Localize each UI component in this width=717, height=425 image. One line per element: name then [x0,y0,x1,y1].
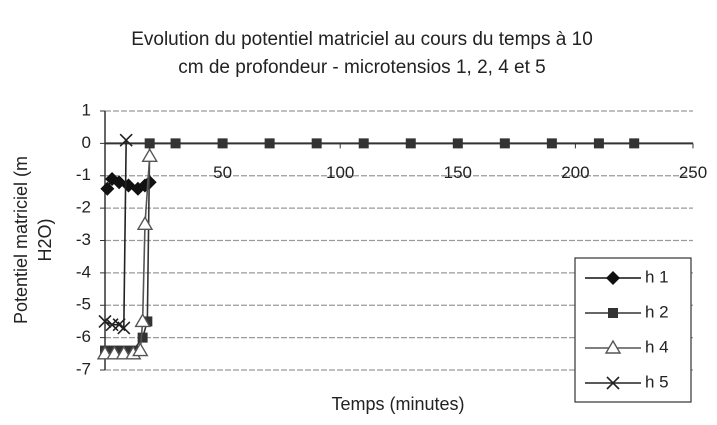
marker [499,138,510,149]
y-tick-label: -7 [76,359,91,378]
legend-box [574,257,692,403]
legend-label: h 5 [645,372,669,391]
y-tick-label: -5 [76,295,91,314]
plot [96,133,640,360]
marker [137,332,148,343]
y-axis-label-group: Potentiel matriciel (m H2O) [11,156,55,324]
x-axis-label: Temps (minutes) [331,394,464,414]
marker [144,138,155,149]
marker [117,321,131,335]
y-tick-label: -2 [76,198,91,217]
marker [170,138,181,149]
chart-title: Evolution du potentiel matriciel au cour… [131,29,593,50]
marker [604,339,622,354]
marker [98,314,112,329]
y-tick-label: -4 [76,262,91,281]
x-tick-label: 250 [679,163,707,182]
x-tick-label: 50 [213,163,232,182]
marker [606,376,620,390]
legend: h 1 h 2 h 4 h 5 [574,257,692,403]
legend-label: h 2 [645,302,669,321]
marker [608,308,618,318]
marker [134,313,151,328]
marker [136,215,154,231]
x-tick-label: 150 [444,163,472,182]
marker [452,138,463,149]
marker [311,138,322,149]
marker [100,181,115,196]
y-tick-label: -3 [76,230,91,249]
marker [629,138,640,149]
marker [119,133,133,147]
marker [358,138,369,149]
marker [264,138,275,149]
x-tick-label: 100 [326,163,354,182]
x-tick-label: 200 [561,163,589,182]
marker [132,342,149,357]
y-tick-label: -1 [76,165,91,184]
marker [606,271,620,285]
marker [546,138,557,149]
legend-label: h 1 [645,267,669,286]
y-tick-label: -6 [76,327,91,346]
y-axis-label: H2O) [35,218,55,261]
legend-label: h 4 [645,337,669,356]
marker [405,138,416,149]
marker [593,138,604,149]
chart-title: cm de profondeur - microtensios 1, 2, 4 … [178,57,546,78]
marker [217,138,228,149]
marker [141,147,158,163]
y-tick-label: 1 [82,100,91,119]
y-tick-label: 0 [82,133,91,152]
y-axis-label: Potentiel matriciel (m [11,156,31,324]
